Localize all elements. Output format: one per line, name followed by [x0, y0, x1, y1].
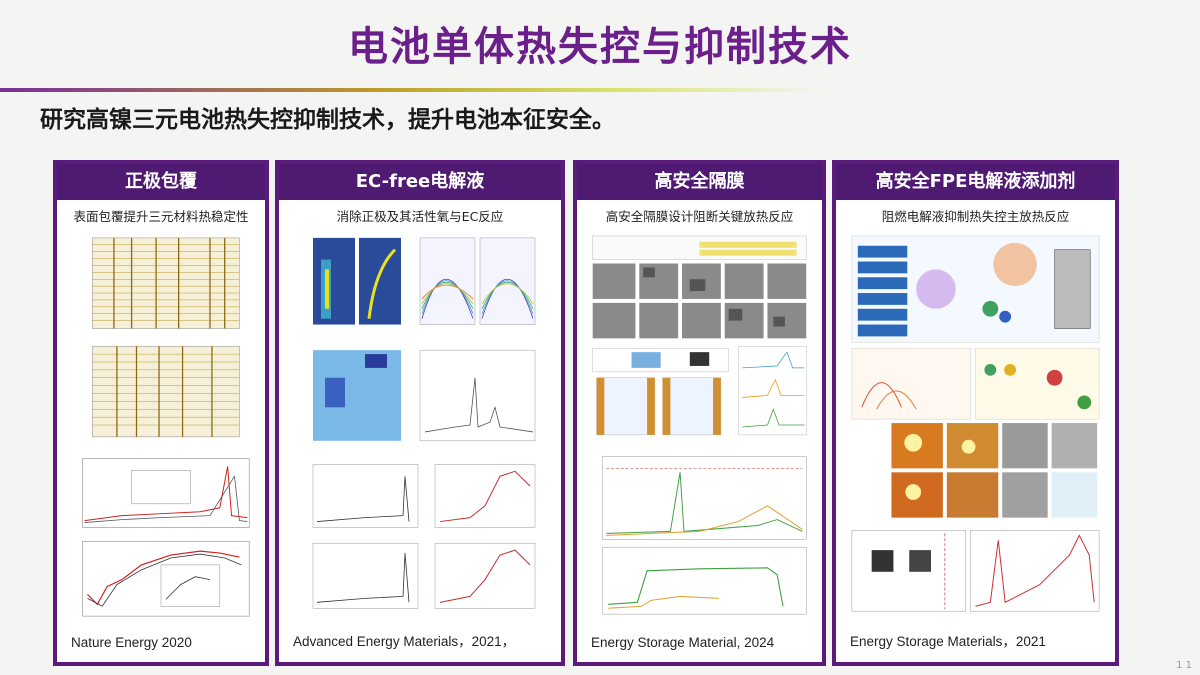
panel-separator: 高安全隔膜 高安全隔膜设计阻断关键放热反应	[573, 160, 826, 666]
panel-reference: Energy Storage Materials，2021	[850, 634, 1046, 649]
panel-caption: 消除正极及其活性氧与EC反应	[336, 209, 504, 224]
panel-caption: 表面包覆提升三元材料热稳定性	[73, 209, 249, 224]
panel-caption: 阻燃电解液抑制热失控主放热反应	[881, 209, 1070, 224]
title-divider	[0, 88, 820, 92]
figure-separator-sem	[583, 230, 816, 624]
figure-heatmaps-curves	[285, 230, 555, 624]
panel-caption: 高安全隔膜设计阻断关键放热反应	[605, 209, 794, 224]
panel-cathode-coating: 正极包覆 表面包覆提升三元材料热稳定性	[53, 160, 269, 666]
figure-xrd-dsc	[63, 230, 259, 624]
figure-fpe-mechanism	[842, 230, 1109, 624]
panel-reference: Nature Energy 2020	[71, 635, 192, 650]
panel-heading: 高安全FPE电解液添加剂	[836, 164, 1115, 200]
panel-heading: 高安全隔膜	[577, 164, 822, 200]
panel-heading: 正极包覆	[57, 164, 265, 200]
page-number: 1 1	[1176, 660, 1192, 671]
panel-ec-free-electrolyte: EC-free电解液 消除正极及其活性氧与EC反应	[275, 160, 565, 666]
panel-fpe-additive: 高安全FPE电解液添加剂 阻燃电解液抑制热失控主放热反应	[832, 160, 1119, 666]
panel-reference: Advanced Energy Materials，2021，	[293, 634, 516, 649]
slide-subtitle: 研究高镍三元电池热失控抑制技术，提升电池本征安全。	[40, 107, 615, 133]
slide-title: 电池单体热失控与抑制技术	[348, 24, 852, 70]
panel-reference: Energy Storage Material, 2024	[591, 635, 775, 650]
panel-heading: EC-free电解液	[279, 164, 561, 200]
